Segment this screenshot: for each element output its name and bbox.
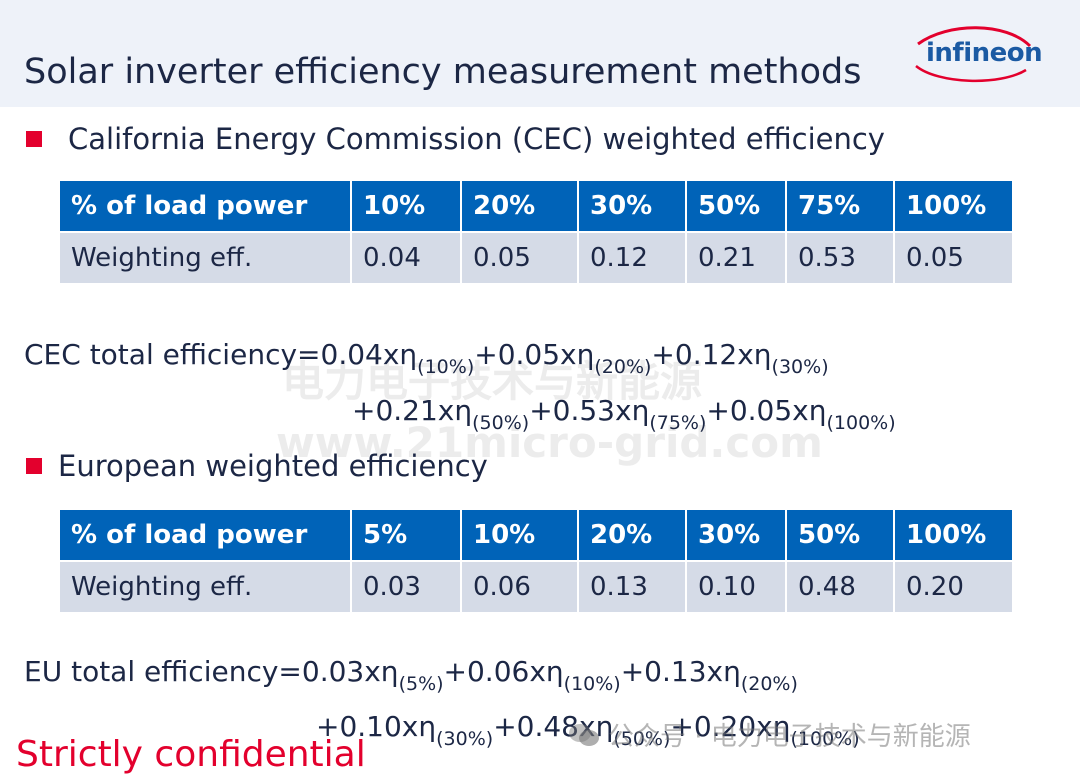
table-header-cell: 30% — [685, 508, 787, 562]
table-header-cell: 100% — [893, 508, 1014, 562]
table-row-label: Weighting eff. — [58, 231, 352, 285]
formula-term: +0.53xη — [529, 394, 650, 427]
table-cell: 0.48 — [785, 560, 895, 614]
cec-formula-line-2: +0.21xη(50%)+0.53xη(75%)+0.05xη(100%) — [352, 394, 896, 433]
table-cell: 0.53 — [785, 231, 895, 285]
cec-heading: California Energy Commission (CEC) weigh… — [26, 122, 885, 156]
formula-subscript: (75%) — [649, 412, 707, 434]
table-row: Weighting eff. 0.03 0.06 0.13 0.10 0.48 0.20 — [58, 560, 1014, 614]
formula-term: 0.03xη — [301, 655, 399, 688]
cec-formula-line-1: CEC total efficiency=0.04xη(10%)+0.05xη(… — [24, 338, 829, 377]
formula-subscript: (30%) — [436, 728, 494, 750]
formula-subscript: (100%) — [790, 728, 860, 750]
formula-label: CEC total efficiency= — [24, 338, 321, 371]
table-header-cell: 100% — [893, 179, 1014, 233]
eu-formula-line-2: +0.10xη(30%)+0.48xη(50%)+0.20xη(100%) — [316, 710, 860, 749]
eu-formula-line-1: EU total efficiency=0.03xη(5%)+0.06xη(10… — [24, 655, 798, 694]
table-header-row: % of load power 10% 20% 30% 50% 75% 100% — [58, 179, 1014, 233]
table-cell: 0.05 — [893, 231, 1014, 285]
footer-watermark: 公众号 · 电力电子技术与新能源 — [568, 716, 971, 753]
formula-term: +0.12xη — [651, 338, 772, 371]
table-header-cell: 75% — [785, 179, 895, 233]
formula-term: +0.05xη — [706, 394, 827, 427]
watermark-cn: 电力电子技术与新能源 — [282, 357, 703, 406]
slide-title: Solar inverter efficiency measurement me… — [24, 52, 862, 92]
formula-term: +0.13xη — [620, 655, 741, 688]
formula-term: +0.21xη — [352, 394, 473, 427]
table-cell: 0.03 — [350, 560, 462, 614]
formula-term: +0.06xη — [443, 655, 564, 688]
formula-subscript: (50%) — [472, 412, 530, 434]
table-row-label: Weighting eff. — [58, 560, 352, 614]
logo-swoosh-icon — [915, 26, 1032, 83]
formula-subscript: (100%) — [826, 412, 896, 434]
formula-subscript: (20%) — [740, 673, 798, 695]
cec-weight-table: % of load power 10% 20% 30% 50% 75% 100% Weigh… — [58, 179, 1014, 285]
formula-term: +0.20xη — [670, 710, 791, 743]
table-cell: 0.10 — [685, 560, 787, 614]
formula-subscript: (10%) — [563, 673, 621, 695]
table-cell: 0.04 — [350, 231, 462, 285]
table-header-cell: 20% — [460, 179, 579, 233]
table-header-cell: 5% — [350, 508, 462, 562]
table-cell: 0.12 — [577, 231, 687, 285]
table-cell: 0.05 — [460, 231, 579, 285]
table-header-row: % of load power 5% 10% 20% 30% 50% 100% — [58, 508, 1014, 562]
formula-subscript: (10%) — [417, 356, 475, 378]
formula-term: +0.10xη — [316, 710, 437, 743]
formula-subscript: (30%) — [771, 356, 829, 378]
formula-subscript: (50%) — [613, 728, 671, 750]
table-header-cell: 10% — [460, 508, 579, 562]
table-header-cell: 10% — [350, 179, 462, 233]
title-band — [0, 0, 1080, 107]
table-cell: 0.13 — [577, 560, 687, 614]
formula-term: 0.04xη — [320, 338, 418, 371]
cec-heading-text: California Energy Commission (CEC) weigh… — [68, 122, 885, 156]
footer-watermark-text: 公众号 · 电力电子技术与新能源 — [608, 722, 971, 752]
logo-wordmark: infineon — [926, 38, 1043, 68]
formula-term: +0.05xη — [474, 338, 595, 371]
table-header-cell: 50% — [785, 508, 895, 562]
formula-subscript: (20%) — [594, 356, 652, 378]
table-row: Weighting eff. 0.04 0.05 0.12 0.21 0.53 0.05 — [58, 231, 1014, 285]
table-header-cell: 50% — [685, 179, 787, 233]
infineon-logo: infineon — [908, 24, 1043, 84]
watermark-url: www.21micro-grid.com — [276, 418, 823, 467]
table-header-label: % of load power — [58, 179, 352, 233]
formula-subscript: (5%) — [398, 673, 444, 695]
wechat-icon — [568, 722, 600, 748]
eu-heading: European weighted efficiency — [26, 449, 488, 483]
eu-heading-text: European weighted efficiency — [58, 449, 488, 483]
confidential-label: Strictly confidential — [16, 734, 366, 775]
table-header-label: % of load power — [58, 508, 352, 562]
eu-weight-table: % of load power 5% 10% 20% 30% 50% 100% Weight… — [58, 508, 1014, 614]
table-cell: 0.21 — [685, 231, 787, 285]
table-header-cell: 20% — [577, 508, 687, 562]
bullet-square-icon — [26, 131, 42, 147]
table-cell: 0.06 — [460, 560, 579, 614]
table-header-cell: 30% — [577, 179, 687, 233]
bullet-square-icon — [26, 458, 42, 474]
table-cell: 0.20 — [893, 560, 1014, 614]
formula-label: EU total efficiency= — [24, 655, 302, 688]
